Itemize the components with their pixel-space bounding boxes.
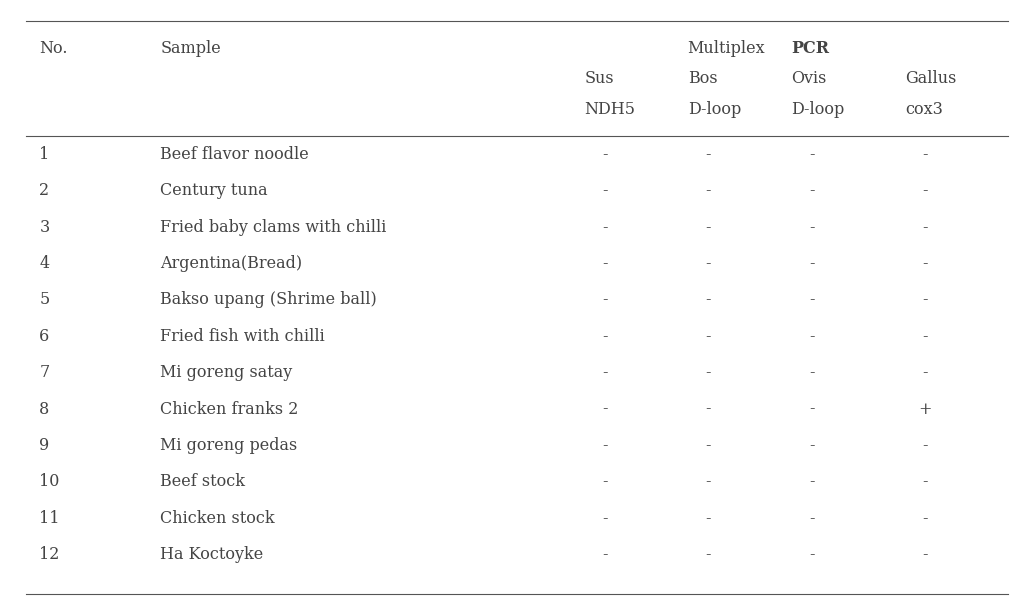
Text: 2: 2 [39,182,50,199]
Text: +: + [918,401,933,418]
Text: -: - [809,473,815,490]
Text: 6: 6 [39,328,50,345]
Text: -: - [705,328,711,345]
Text: -: - [602,219,608,236]
Text: -: - [705,401,711,418]
Text: Argentina(Bread): Argentina(Bread) [160,255,302,272]
Text: -: - [809,146,815,163]
Text: -: - [602,546,608,563]
Text: Mi goreng pedas: Mi goreng pedas [160,437,298,454]
Text: 3: 3 [39,219,50,236]
Text: Fried baby clams with chilli: Fried baby clams with chilli [160,219,387,236]
Text: -: - [809,401,815,418]
Text: -: - [922,255,929,272]
Text: -: - [602,401,608,418]
Text: -: - [602,255,608,272]
Text: Century tuna: Century tuna [160,182,268,199]
Text: 11: 11 [39,510,60,527]
Text: Ovis: Ovis [791,70,826,87]
Text: -: - [922,328,929,345]
Text: -: - [809,182,815,199]
Text: -: - [705,437,711,454]
Text: Beef flavor noodle: Beef flavor noodle [160,146,309,163]
Text: Multiplex: Multiplex [688,40,765,57]
Text: -: - [922,364,929,381]
Text: Ha Koctoyke: Ha Koctoyke [160,546,264,563]
Text: -: - [922,473,929,490]
Text: -: - [705,146,711,163]
Text: NDH5: NDH5 [584,101,635,118]
Text: -: - [602,328,608,345]
Text: cox3: cox3 [905,101,943,118]
Text: Sample: Sample [160,40,221,57]
Text: -: - [602,182,608,199]
Text: -: - [809,546,815,563]
Text: -: - [705,546,711,563]
Text: Fried fish with chilli: Fried fish with chilli [160,328,325,345]
Text: -: - [809,328,815,345]
Text: -: - [602,473,608,490]
Text: 12: 12 [39,546,60,563]
Text: Chicken stock: Chicken stock [160,510,275,527]
Text: -: - [809,255,815,272]
Text: Mi goreng satay: Mi goreng satay [160,364,293,381]
Text: -: - [922,219,929,236]
Text: -: - [705,255,711,272]
Text: 4: 4 [39,255,50,272]
Text: Gallus: Gallus [905,70,956,87]
Text: -: - [602,510,608,527]
Text: 7: 7 [39,364,50,381]
Text: Sus: Sus [584,70,614,87]
Text: No.: No. [39,40,68,57]
Text: -: - [922,291,929,308]
Text: Bos: Bos [688,70,718,87]
Text: Beef stock: Beef stock [160,473,245,490]
Text: Bakso upang (Shrime ball): Bakso upang (Shrime ball) [160,291,377,308]
Text: -: - [705,473,711,490]
Text: 1: 1 [39,146,50,163]
Text: -: - [602,146,608,163]
Text: -: - [922,146,929,163]
Text: -: - [809,291,815,308]
Text: -: - [602,437,608,454]
Text: -: - [705,364,711,381]
Text: -: - [705,510,711,527]
Text: -: - [809,437,815,454]
Text: D-loop: D-loop [688,101,740,118]
Text: Chicken franks 2: Chicken franks 2 [160,401,299,418]
Text: -: - [705,219,711,236]
Text: 8: 8 [39,401,50,418]
Text: D-loop: D-loop [791,101,844,118]
Text: 5: 5 [39,291,50,308]
Text: -: - [809,219,815,236]
Text: -: - [922,510,929,527]
Text: 9: 9 [39,437,50,454]
Text: -: - [809,364,815,381]
Text: -: - [602,364,608,381]
Text: PCR: PCR [791,40,829,57]
Text: -: - [705,182,711,199]
Text: -: - [705,291,711,308]
Text: -: - [602,291,608,308]
Text: -: - [809,510,815,527]
Text: -: - [922,546,929,563]
Text: -: - [922,182,929,199]
Text: -: - [922,437,929,454]
Text: 10: 10 [39,473,60,490]
